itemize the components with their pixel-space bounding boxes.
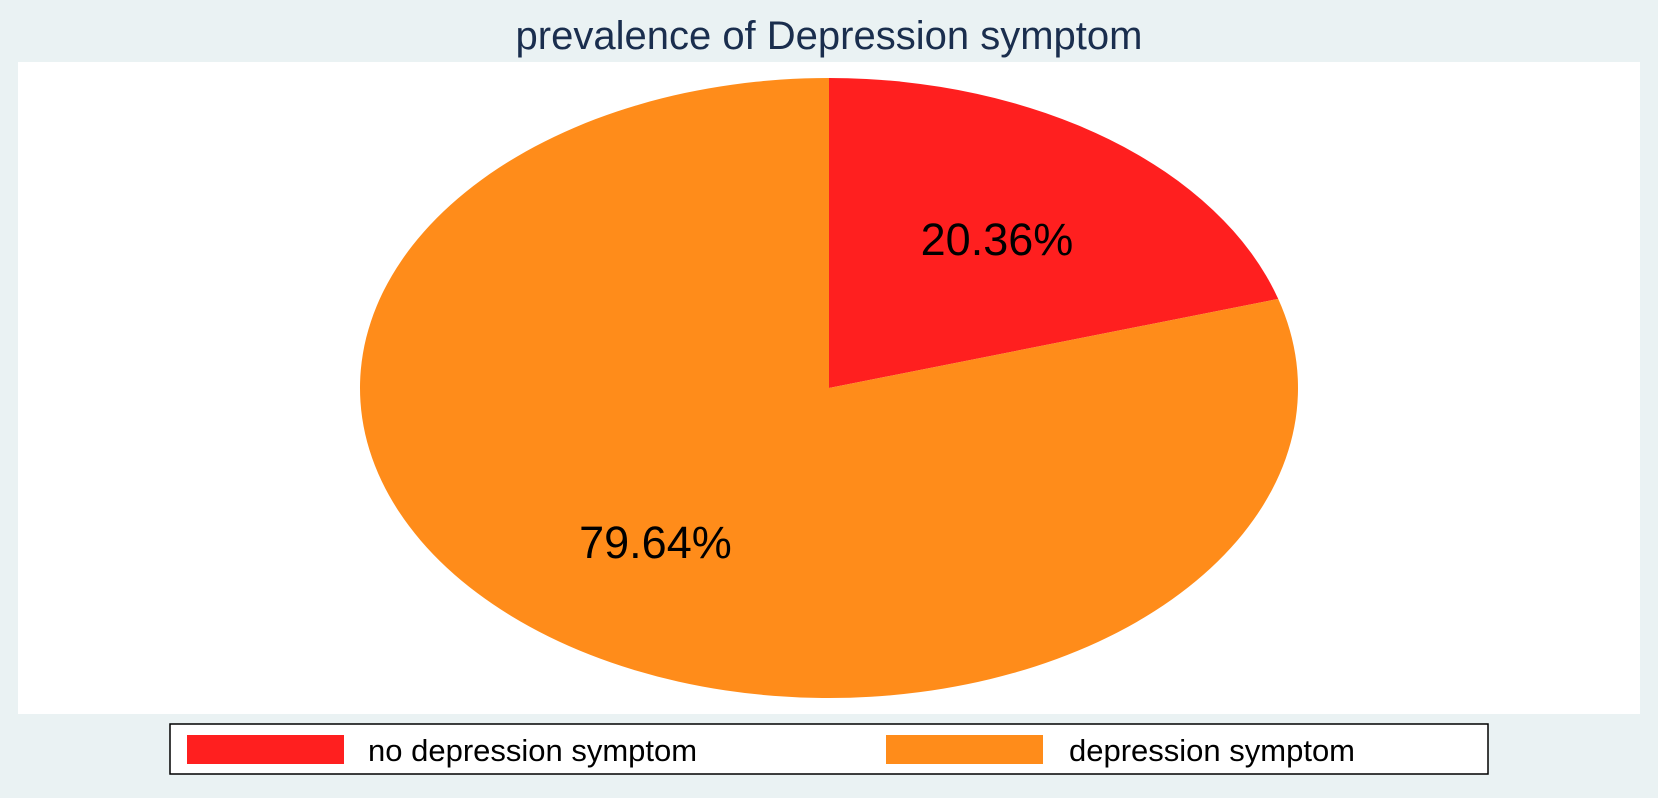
legend-label-depression: depression symptom (1069, 733, 1355, 768)
legend-box (169, 723, 1489, 775)
pie-slice-labels: 20.36% 79.64% (579, 214, 1073, 568)
chart-title: prevalence of Depression symptom (516, 14, 1143, 58)
legend-swatch-no-depression (187, 735, 344, 764)
pie-slice-depression-symptom (360, 78, 1298, 699)
legend-label-no-depression: no depression symptom (368, 733, 697, 768)
legend: no depression symptom depression symptom (169, 723, 1489, 775)
slice-label-depression-symptom: 79.64% (579, 517, 732, 568)
slice-label-no-depression-symptom: 20.36% (921, 214, 1074, 265)
legend-swatch-depression (886, 735, 1043, 764)
pie-slice-no-depression-symptom (829, 78, 1279, 388)
pie-slices (360, 78, 1298, 699)
